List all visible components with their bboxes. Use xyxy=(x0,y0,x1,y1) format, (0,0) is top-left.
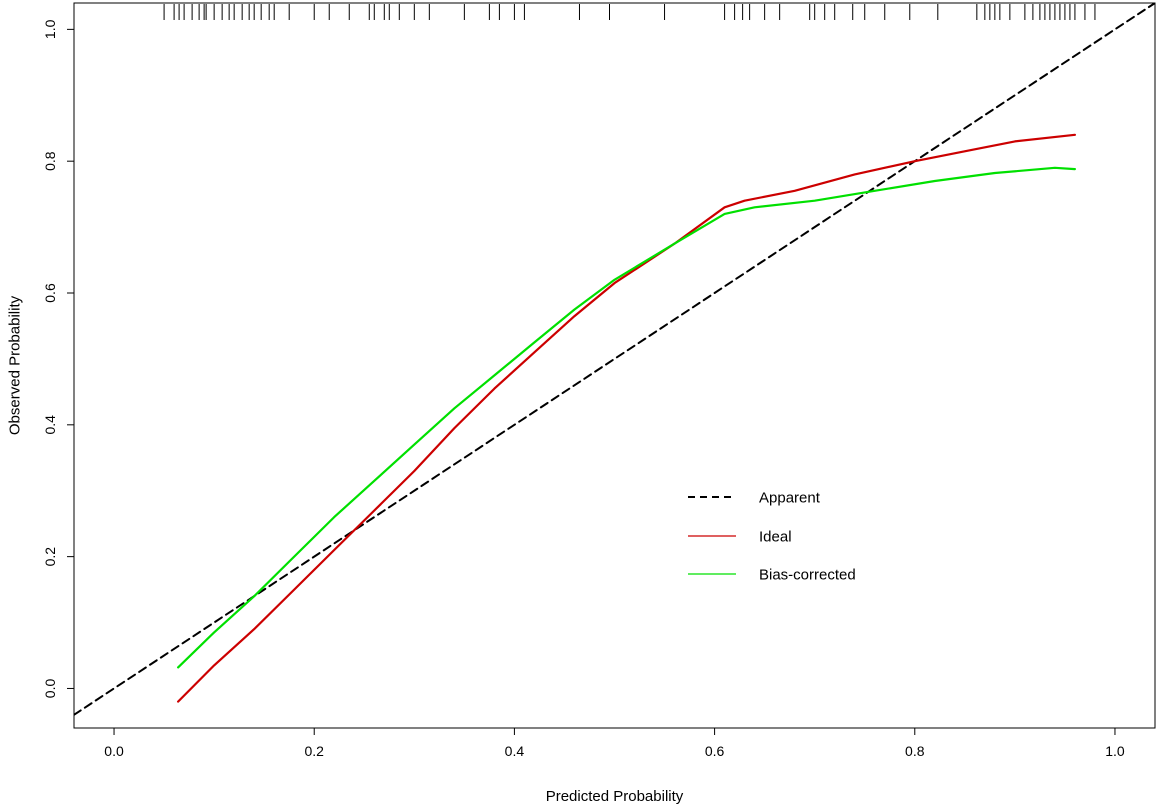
y-axis-title: Observed Probability xyxy=(6,295,23,435)
x-axis-title: Predicted Probability xyxy=(546,788,684,805)
x-tick-label: 1.0 xyxy=(1105,743,1125,759)
x-tick-label: 0.2 xyxy=(304,743,324,759)
legend: Apparent Ideal Bias-corrected xyxy=(688,489,856,583)
x-tick-label: 0.8 xyxy=(905,743,925,759)
y-tick-label: 0.6 xyxy=(42,283,58,303)
rug-marks xyxy=(163,4,1096,20)
x-tick-label: 0.0 xyxy=(104,743,124,759)
x-tick-label: 0.6 xyxy=(705,743,725,759)
series-line-ideal xyxy=(177,133,1077,703)
legend-label-apparent: Apparent xyxy=(759,489,821,506)
y-tick-label: 0.4 xyxy=(42,415,58,435)
series-lines xyxy=(74,3,1155,716)
axes: 0.0 0.2 0.4 0.6 0.8 1.0 0.0 0.2 0.4 0.6 0.8 1.0 xyxy=(42,19,1125,759)
legend-label-bias-corrected: Bias-corrected xyxy=(759,566,856,583)
y-tick-label: 0.8 xyxy=(42,151,58,171)
plot-frame xyxy=(73,2,1156,729)
x-tick-label: 0.4 xyxy=(505,743,525,759)
y-tick-label: 0.0 xyxy=(42,679,58,699)
y-tick-label: 1.0 xyxy=(42,19,58,39)
y-tick-label: 0.2 xyxy=(42,547,58,567)
series-line-bias-corrected xyxy=(177,166,1077,669)
legend-label-ideal: Ideal xyxy=(759,528,792,545)
